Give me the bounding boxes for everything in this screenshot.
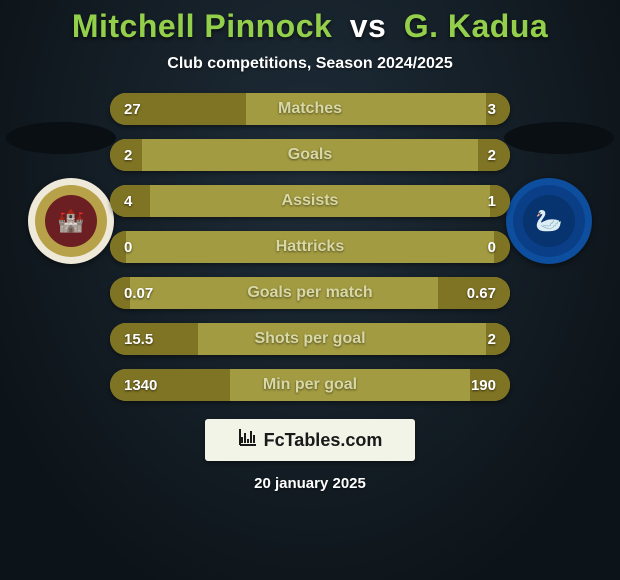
stat-value-right: 1: [488, 185, 496, 217]
chart-icon: [238, 427, 258, 453]
stat-label: Assists: [110, 185, 510, 217]
footer-site: FcTables.com: [264, 430, 383, 451]
stat-label: Matches: [110, 93, 510, 125]
stats-list: Matches273Goals22Assists41Hattricks00Goa…: [110, 93, 510, 401]
stat-value-right: 0.67: [467, 277, 496, 309]
player2-name: G. Kadua: [404, 8, 548, 44]
stat-value-left: 15.5: [124, 323, 153, 355]
stat-value-right: 190: [471, 369, 496, 401]
stat-value-left: 4: [124, 185, 132, 217]
stat-row: Min per goal1340 190: [110, 369, 510, 401]
stat-row: Assists4 1: [110, 185, 510, 217]
stat-value-right: 0: [488, 231, 496, 263]
stat-value-left: 0: [124, 231, 132, 263]
stat-row: Goals per match0.07 0.67: [110, 277, 510, 309]
club-badge-left-icon: 🏰: [45, 195, 97, 247]
stat-value-left: 0.07: [124, 277, 153, 309]
stat-label: Min per goal: [110, 369, 510, 401]
stat-label: Goals: [110, 139, 510, 171]
stat-value-left: 1340: [124, 369, 157, 401]
stat-value-left: 27: [124, 93, 141, 125]
stat-row: Goals2 2: [110, 139, 510, 171]
stat-value-left: 2: [124, 139, 132, 171]
vs-label: vs: [350, 8, 387, 44]
comparison-card: Mitchell Pinnock vs G. Kadua Club compet…: [0, 0, 620, 580]
stat-value-right: 2: [488, 139, 496, 171]
stat-row: Hattricks0 0: [110, 231, 510, 263]
player2-silhouette: [504, 122, 614, 154]
footer-date: 20 january 2025: [254, 475, 366, 492]
stat-row: Shots per goal15.5 2: [110, 323, 510, 355]
club-badge-left: 🏰: [28, 178, 114, 264]
player1-silhouette: [6, 122, 116, 154]
player1-name: Mitchell Pinnock: [72, 8, 332, 44]
stat-value-right: 3: [488, 93, 496, 125]
subtitle: Club competitions, Season 2024/2025: [167, 55, 452, 73]
club-badge-right-icon: 🦢: [523, 195, 575, 247]
club-badge-right: 🦢: [506, 178, 592, 264]
stat-row: Matches27 3: [110, 93, 510, 125]
page-title: Mitchell Pinnock vs G. Kadua: [72, 8, 548, 45]
footer-logo: FcTables.com: [205, 419, 415, 461]
stat-label: Goals per match: [110, 277, 510, 309]
stat-value-right: 2: [488, 323, 496, 355]
stat-label: Hattricks: [110, 231, 510, 263]
stat-label: Shots per goal: [110, 323, 510, 355]
